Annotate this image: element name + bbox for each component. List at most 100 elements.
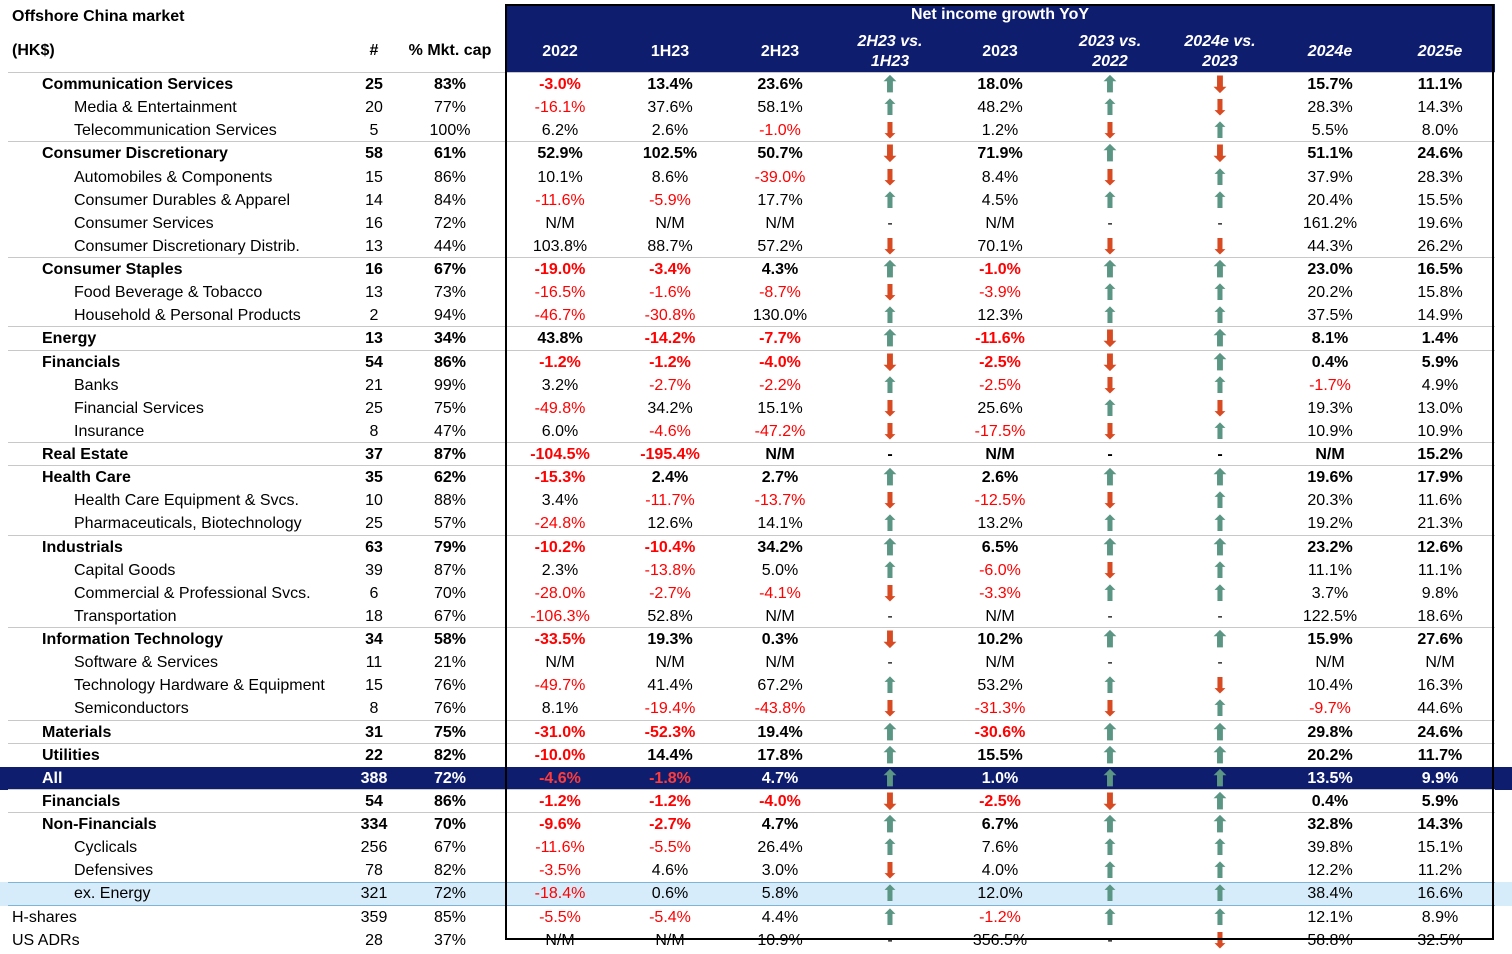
growth-2022: -10.0% xyxy=(534,746,586,764)
arrow-up-icon: ⬆ xyxy=(880,719,900,745)
growth-2025e: 26.2% xyxy=(1417,237,1463,255)
row-label: Non-Financials xyxy=(42,816,157,833)
arrow-up-icon: ⬆ xyxy=(880,835,900,861)
growth-2024e: 12.1% xyxy=(1307,908,1353,926)
unit-label: (HK$) xyxy=(12,42,55,59)
growth-2022: -16.5% xyxy=(534,284,586,302)
row-label: Technology Hardware & Equipment xyxy=(74,677,325,695)
growth-2023: 18.0% xyxy=(977,76,1023,93)
growth-2022: 6.0% xyxy=(541,422,579,440)
growth-2023: 12.0% xyxy=(977,885,1023,903)
arrow-up-icon: ⬆ xyxy=(1210,303,1230,329)
growth-2024e: 8.1% xyxy=(1311,330,1349,348)
row-label: Commercial & Professional Svcs. xyxy=(74,584,311,602)
row-label: Consumer Discretionary Distrib. xyxy=(74,237,300,255)
growth-2025e: 14.3% xyxy=(1417,816,1463,833)
growth-2023: -2.5% xyxy=(979,376,1021,394)
growth-2023: -17.5% xyxy=(974,422,1026,440)
arrow-down-icon: ⬇ xyxy=(1100,233,1120,259)
mkt-cap-share: 83% xyxy=(433,76,467,93)
mkt-cap-share: 21% xyxy=(433,654,467,672)
table-row: Banks 21 99% 3.2% -2.7% -2.2% ⬆ -2.5% ⬇ ⬆ -1.7% 4.9… xyxy=(0,374,1512,397)
growth-2024e: 38.4% xyxy=(1307,885,1353,903)
row-label: Consumer Discretionary xyxy=(42,145,228,163)
arrow-up-icon: ⬆ xyxy=(880,881,900,907)
arrow-up-icon: ⬆ xyxy=(880,812,900,837)
growth-2h23: N/M xyxy=(765,446,795,463)
company-count: 8 xyxy=(369,700,379,718)
growth-2025e: 24.6% xyxy=(1417,145,1463,163)
growth-2022: -11.6% xyxy=(535,191,585,209)
arrow-down-icon: ⬇ xyxy=(1210,72,1230,97)
growth-2025e: 11.1% xyxy=(1417,561,1463,579)
growth-2h23: 4.7% xyxy=(761,816,799,833)
arrow-up-icon: ⬆ xyxy=(1210,812,1230,837)
row-label: Information Technology xyxy=(42,631,224,648)
arrow-down-icon: ⬇ xyxy=(1210,673,1230,699)
growth-2h23: 26.4% xyxy=(757,839,803,857)
growth-2h23: -4.0% xyxy=(759,792,801,810)
arrow-up-icon: ⬆ xyxy=(1210,904,1230,930)
mkt-cap-share: 86% xyxy=(433,168,467,186)
growth-2022: -9.6% xyxy=(539,816,581,833)
growth-2022: 8.1% xyxy=(541,700,579,718)
growth-2022: -106.3% xyxy=(530,607,590,625)
table-row: Telecommunication Services 5 100% 6.2% 2.6% -… xyxy=(0,119,1512,142)
growth-2024e: 37.5% xyxy=(1307,307,1353,325)
growth-1h23: 8.6% xyxy=(651,168,689,186)
table-row: Health Care Equipment & Svcs. 10 88% 3.4% -1… xyxy=(0,489,1512,512)
growth-2025e: 12.6% xyxy=(1417,538,1463,556)
company-count: 11 xyxy=(365,654,383,672)
row-label: Transportation xyxy=(74,607,177,625)
table-row: Utilities 22 82% -10.0% 14.4% 17.8% ⬆ 15.5% ⬆ ⬆ 20… xyxy=(0,742,1512,767)
table-row: Industrials 63 79% -10.2% -10.4% 34.2% ⬆ 6.5% ⬆ ⬆… xyxy=(0,534,1512,559)
arrow-up-icon: ⬆ xyxy=(880,95,900,121)
arrow-up-icon: ⬆ xyxy=(1100,812,1120,837)
growth-2025e: 10.9% xyxy=(1417,422,1463,440)
growth-1h23: 41.4% xyxy=(647,677,693,695)
growth-2022: -15.3% xyxy=(534,469,586,487)
arrow-up-icon: ⬆ xyxy=(880,257,900,282)
trend-2023-vs-2022-na: - xyxy=(1107,654,1113,672)
growth-2h23: 2.7% xyxy=(761,469,799,487)
table-row: Cyclicals 256 67% -11.6% -5.5% 26.4% ⬆ 7.6% ⬆ ⬆ 39… xyxy=(0,836,1512,859)
growth-2025e: 11.7% xyxy=(1417,746,1463,764)
growth-2025e: 13.0% xyxy=(1417,399,1463,417)
growth-2h23: 0.3% xyxy=(761,631,799,648)
arrow-up-icon: ⬆ xyxy=(1210,881,1230,907)
row-label: Financial Services xyxy=(74,399,204,417)
company-count: 54 xyxy=(365,792,383,810)
growth-1h23: 102.5% xyxy=(642,145,698,163)
growth-2024e: 10.4% xyxy=(1307,677,1353,695)
arrow-down-icon: ⬇ xyxy=(1100,418,1120,444)
company-count: 2 xyxy=(369,307,379,325)
trend-2023-vs-2022-na: - xyxy=(1107,607,1113,625)
arrow-up-icon: ⬆ xyxy=(1100,580,1120,606)
growth-2024e: 0.4% xyxy=(1311,353,1349,371)
growth-2024e: 20.3% xyxy=(1307,492,1353,510)
company-count: 78 xyxy=(365,862,383,880)
table-row: Financials 54 86% -1.2% -1.2% -4.0% ⬇ -2.5% ⬇ ⬆ 0.… xyxy=(0,788,1512,813)
growth-1h23: 88.7% xyxy=(647,237,693,255)
growth-1h23: -1.6% xyxy=(649,284,691,302)
arrow-up-icon: ⬆ xyxy=(1210,580,1230,606)
growth-2h23: 14.1% xyxy=(757,515,803,533)
row-label: Energy xyxy=(42,330,97,348)
arrow-down-icon: ⬇ xyxy=(1210,141,1230,167)
row-label: Financials xyxy=(42,353,121,371)
growth-2023: 25.6% xyxy=(977,399,1023,417)
company-count: 5 xyxy=(369,122,379,140)
growth-2023: N/M xyxy=(985,607,1015,625)
arrow-up-icon: ⬆ xyxy=(1210,835,1230,861)
mkt-cap-share: 37% xyxy=(433,931,467,949)
growth-2025e: 5.9% xyxy=(1421,792,1459,810)
growth-2h23: 57.2% xyxy=(757,237,803,255)
growth-2h23: -2.2% xyxy=(759,376,801,394)
growth-2025e: 18.6% xyxy=(1417,607,1463,625)
arrow-up-icon: ⬆ xyxy=(1100,280,1120,306)
arrow-up-icon: ⬆ xyxy=(1210,164,1230,190)
company-count: 34 xyxy=(365,631,383,648)
arrow-up-icon: ⬆ xyxy=(880,511,900,537)
growth-1h23: 37.6% xyxy=(647,99,693,117)
growth-2024e: 13.5% xyxy=(1307,769,1353,787)
